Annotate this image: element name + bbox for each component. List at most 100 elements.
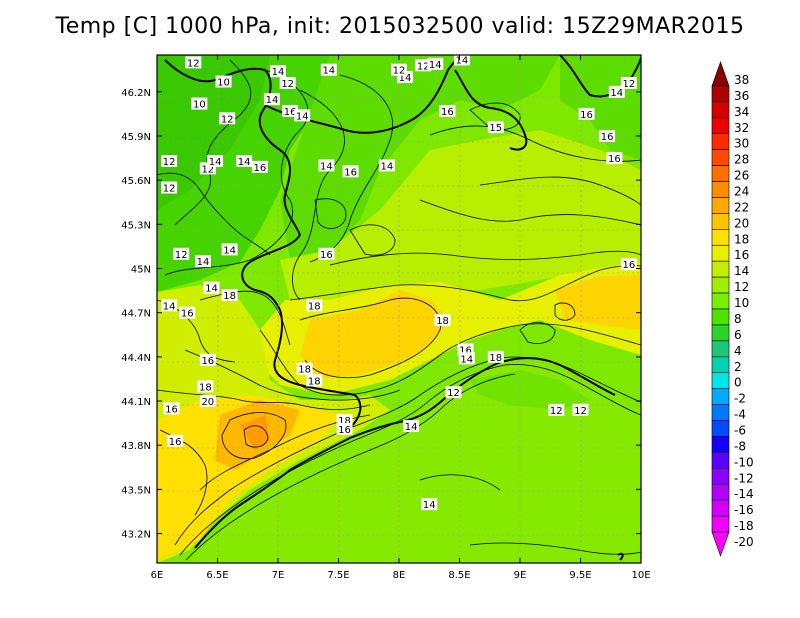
colorbar-swatch bbox=[711, 101, 730, 119]
contour-label-box bbox=[572, 403, 589, 416]
contour-label-box bbox=[173, 247, 190, 260]
contour-label: 14 bbox=[209, 157, 222, 168]
colorbar-swatch bbox=[711, 356, 730, 374]
contour-line bbox=[243, 425, 269, 448]
contour-label-box bbox=[403, 420, 420, 433]
lat-tick-label: 43.8N bbox=[121, 441, 151, 452]
contour-label: 14 bbox=[381, 161, 394, 172]
contour-label-box bbox=[270, 65, 286, 78]
contour-label: 16 bbox=[320, 250, 333, 261]
contour-label-box bbox=[191, 97, 208, 110]
contour-label-box bbox=[620, 76, 637, 89]
contour-label-box bbox=[161, 299, 178, 312]
lat-tick-label: 44.1N bbox=[121, 397, 151, 408]
contour-label: 18 bbox=[199, 382, 212, 393]
contour-label: 20 bbox=[201, 397, 214, 408]
colorbar-swatch bbox=[711, 531, 730, 557]
contour-label-box bbox=[251, 160, 268, 173]
field-provence-warm bbox=[157, 395, 340, 560]
colorbar-swatch bbox=[711, 133, 730, 150]
lat-tick-label: 45.3N bbox=[121, 220, 151, 231]
colorbar-label: 14 bbox=[734, 264, 749, 278]
contour-label: 12 bbox=[163, 184, 176, 195]
colorbar-label: -6 bbox=[734, 424, 746, 438]
colorbar-swatch bbox=[711, 515, 730, 533]
contour-label: 16 bbox=[580, 110, 593, 121]
contour-label: 18 bbox=[436, 316, 449, 327]
colorbar: 38363432302826242220181614121086420-2-4-… bbox=[711, 61, 754, 557]
contour-label-box bbox=[294, 109, 311, 122]
colorbar-swatch bbox=[711, 499, 730, 517]
contour-line bbox=[314, 198, 347, 229]
colorbar-label: -8 bbox=[734, 439, 746, 453]
colorbar-swatch bbox=[711, 197, 730, 214]
contour-label-box bbox=[415, 59, 432, 72]
lat-tick-label: 45.9N bbox=[121, 132, 151, 143]
contour-label-box bbox=[421, 498, 438, 511]
border-ticino bbox=[454, 69, 528, 151]
contour-label-box bbox=[342, 165, 359, 178]
contour-line bbox=[174, 59, 252, 226]
contour-label-box bbox=[161, 155, 178, 168]
colorbar-swatch bbox=[711, 244, 730, 262]
contour-label-box bbox=[197, 380, 214, 393]
contour-label: 16 bbox=[601, 132, 614, 143]
contour-line bbox=[179, 364, 641, 556]
latitude-axis: 46.2N 45.9N 45.6N 45.3N 45N 44.7N 44.4N 44.1N 43… bbox=[121, 88, 641, 541]
contour-label: 14 bbox=[320, 161, 333, 172]
contour-label-box bbox=[318, 247, 335, 260]
colorbar-swatch bbox=[711, 340, 730, 358]
colorbar-swatch bbox=[711, 61, 730, 87]
contour-label-box bbox=[179, 306, 196, 319]
field-valley bbox=[280, 130, 641, 300]
colorbar-label: -16 bbox=[734, 503, 754, 517]
contour-label-box bbox=[163, 402, 180, 415]
contour-label: 16 bbox=[201, 356, 214, 367]
colorbar-label: 30 bbox=[734, 137, 749, 151]
contour-line bbox=[157, 389, 371, 410]
lon-tick-label: 9.5E bbox=[569, 570, 591, 581]
colorbar-label: 34 bbox=[734, 105, 749, 119]
contour-line bbox=[299, 297, 442, 379]
contour-label: 12 bbox=[417, 61, 430, 72]
contour-label: 14 bbox=[296, 111, 309, 122]
contour-label: 14 bbox=[456, 55, 469, 66]
contour-label-box bbox=[279, 76, 296, 89]
contour-label: 12 bbox=[550, 406, 563, 417]
contour-label: 14 bbox=[163, 301, 176, 312]
contour-line bbox=[419, 199, 641, 226]
contour-label: 10 bbox=[193, 100, 206, 111]
colorbar-label: 16 bbox=[734, 248, 749, 262]
contour-label: 14 bbox=[266, 95, 279, 106]
field-sea bbox=[190, 362, 641, 563]
contour-label-box bbox=[439, 104, 456, 117]
colorbar-swatch bbox=[711, 420, 730, 437]
field-hotspot-core bbox=[240, 415, 270, 450]
colorbar-swatch bbox=[711, 292, 730, 310]
coastline-borders bbox=[164, 55, 641, 561]
colorbar-label: 6 bbox=[734, 328, 742, 342]
contour-label-box bbox=[199, 395, 216, 408]
colorbar-swatch bbox=[711, 229, 730, 246]
colorbar-label: 2 bbox=[734, 360, 742, 374]
contour-label: 14 bbox=[272, 67, 285, 78]
contour-label: 14 bbox=[429, 60, 442, 71]
contour-label-box bbox=[453, 53, 470, 66]
lat-tick-label: 43.2N bbox=[121, 530, 151, 541]
contour-label-box bbox=[548, 403, 565, 416]
contour-label-box bbox=[487, 121, 504, 134]
contour-line bbox=[157, 172, 271, 256]
contour-label-box bbox=[296, 362, 313, 375]
contour-label-box bbox=[391, 63, 407, 76]
colorbar-label: -10 bbox=[734, 455, 754, 469]
contour-label-box bbox=[215, 75, 232, 88]
contour-line bbox=[469, 542, 641, 555]
contour-label: 12 bbox=[187, 58, 200, 69]
colorbar-swatch bbox=[711, 85, 730, 103]
field-orange-east bbox=[555, 275, 641, 330]
field-cool-nw-core bbox=[157, 55, 270, 210]
contour-label: 14 bbox=[399, 73, 412, 84]
contour-label-box bbox=[620, 258, 637, 271]
contour-label: 14 bbox=[460, 354, 473, 365]
contour-label: 16 bbox=[608, 154, 621, 165]
